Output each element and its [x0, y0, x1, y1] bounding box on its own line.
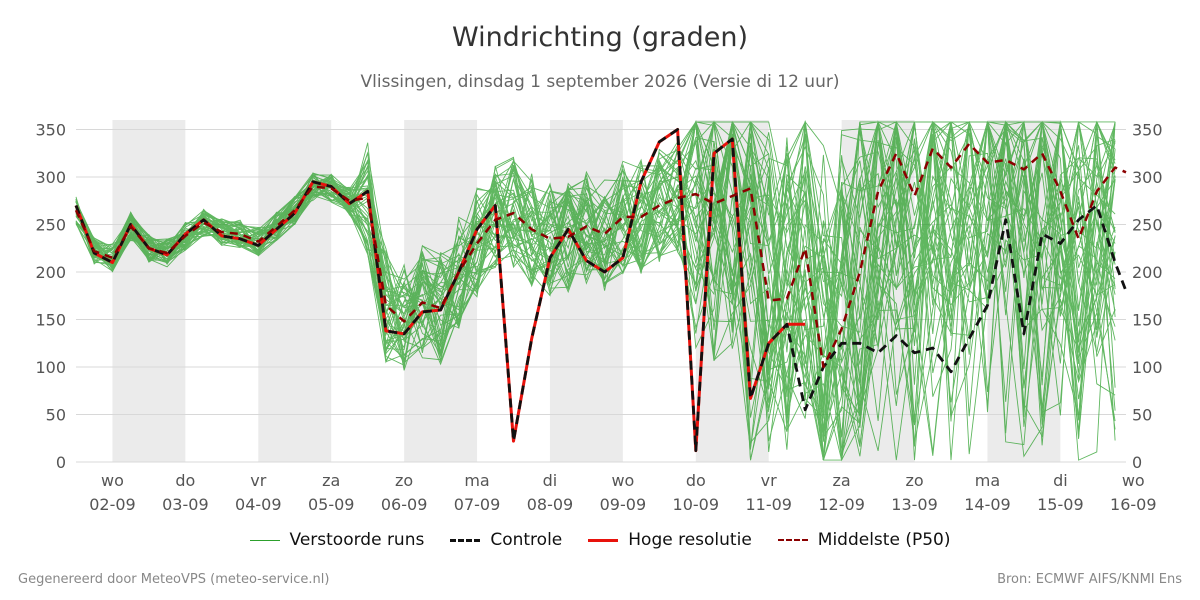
legend-label-ensemble: Verstoorde runs: [289, 530, 425, 550]
x-tick-date: 11-09: [745, 495, 792, 514]
x-tick-day: ma: [975, 471, 1000, 490]
legend-item-hires[interactable]: Hoge resolutie: [588, 530, 752, 550]
y-tick-label-right: 350: [1132, 121, 1163, 140]
ensemble-member-line: [75, 121, 1116, 461]
x-tick-date: 08-09: [527, 495, 574, 514]
y-tick-label-right: 0: [1132, 453, 1142, 472]
footer-generated-by: Gegenereerd door MeteoVPS (meteo-service…: [18, 572, 330, 587]
y-tick-label-right: 100: [1132, 358, 1163, 377]
ensemble-member-line: [75, 121, 1116, 438]
y-tick-label-right: 150: [1132, 311, 1163, 330]
legend-item-median[interactable]: Middelste (P50): [777, 530, 951, 550]
legend-swatch-hires: [588, 538, 619, 542]
x-tick-date: 05-09: [308, 495, 355, 514]
x-tick-day: di: [1053, 471, 1068, 490]
legend-item-ensemble[interactable]: Verstoorde runs: [249, 530, 425, 550]
legend-label-hires: Hoge resolutie: [628, 530, 752, 550]
y-tick-label-left: 0: [56, 453, 66, 472]
shaded-band: [258, 120, 332, 462]
legend-swatch-median: [777, 539, 808, 541]
x-tick-day: za: [322, 471, 340, 490]
ensemble-member-line: [75, 121, 1116, 420]
median-line: [74, 142, 1127, 369]
control-line: [74, 128, 1128, 453]
x-tick-day: wo: [101, 471, 124, 490]
chart-subtitle: Vlissingen, dinsdag 1 september 2026 (Ve…: [360, 72, 840, 92]
x-tick-day: do: [175, 471, 195, 490]
x-tick-date: 14-09: [964, 495, 1011, 514]
legend-label-median: Middelste (P50): [817, 530, 951, 550]
y-tick-label-right: 300: [1132, 168, 1163, 187]
y-tick-label-right: 50: [1132, 406, 1152, 425]
legend-label-control: Controle: [490, 530, 563, 550]
footer-source: Bron: ECMWF AIFS/KNMI Ens: [997, 572, 1182, 587]
y-tick-label-right: 250: [1132, 216, 1163, 235]
x-tick-date: 12-09: [818, 495, 865, 514]
x-tick-day: zo: [905, 471, 923, 490]
x-tick-date: 07-09: [454, 495, 501, 514]
y-tick-label-left: 200: [35, 263, 66, 282]
x-tick-date: 03-09: [162, 495, 209, 514]
x-tick-date: 02-09: [89, 495, 136, 514]
chart-title: Windrichting (graden): [451, 22, 749, 53]
x-tick-day: do: [686, 471, 706, 490]
x-tick-date: 10-09: [673, 495, 720, 514]
x-tick-day: wo: [611, 471, 634, 490]
legend-swatch-ensemble: [249, 539, 280, 541]
x-tick-day: zo: [395, 471, 413, 490]
x-tick-date: 04-09: [235, 495, 282, 514]
legend-swatch-control: [450, 538, 481, 542]
x-tick-date: 13-09: [891, 495, 938, 514]
ensemble-member-line: [75, 121, 1116, 461]
x-tick-day: vr: [761, 471, 777, 490]
x-tick-date: 06-09: [381, 495, 428, 514]
x-tick-date: 09-09: [600, 495, 647, 514]
y-tick-label-right: 200: [1132, 263, 1163, 282]
x-tick-day: ma: [464, 471, 489, 490]
ensemble-member-line: [75, 121, 1116, 371]
y-tick-label-left: 300: [35, 168, 66, 187]
x-tick-date: 15-09: [1037, 495, 1084, 514]
ensemble-member-line: [75, 121, 1116, 439]
y-tick-label-left: 250: [35, 216, 66, 235]
x-tick-day: wo: [1122, 471, 1145, 490]
shaded-band: [112, 120, 186, 462]
y-tick-label-left: 100: [35, 358, 66, 377]
y-tick-label-left: 150: [35, 311, 66, 330]
legend-item-control[interactable]: Controle: [450, 530, 562, 550]
ensemble-member-line: [75, 121, 1116, 453]
chart-legend: Verstoorde runs Controle Hoge resolutie …: [0, 530, 1200, 550]
x-tick-day: za: [833, 471, 851, 490]
y-tick-label-left: 50: [46, 406, 66, 425]
x-tick-day: di: [543, 471, 558, 490]
ensemble-member-line: [75, 121, 1116, 461]
x-tick-day: vr: [250, 471, 266, 490]
y-tick-label-left: 350: [35, 121, 66, 140]
x-tick-date: 16-09: [1110, 495, 1157, 514]
